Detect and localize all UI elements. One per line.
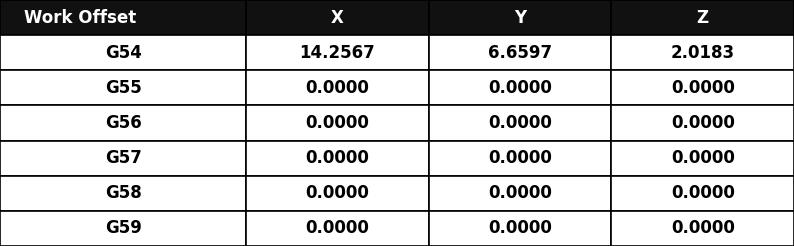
Text: 0.0000: 0.0000 — [306, 219, 369, 237]
Text: 0.0000: 0.0000 — [488, 79, 552, 97]
Bar — [429, 35, 611, 70]
Bar — [246, 176, 429, 211]
Bar — [0, 140, 246, 176]
Bar — [611, 0, 794, 35]
Text: Work Offset: Work Offset — [24, 9, 136, 27]
Text: X: X — [331, 9, 344, 27]
Text: 0.0000: 0.0000 — [488, 219, 552, 237]
Bar — [0, 106, 246, 140]
Bar — [0, 70, 246, 106]
Text: G57: G57 — [105, 149, 141, 167]
Bar — [611, 211, 794, 246]
Bar — [429, 70, 611, 106]
Text: 0.0000: 0.0000 — [488, 114, 552, 132]
Bar — [246, 35, 429, 70]
Bar — [611, 70, 794, 106]
Text: 14.2567: 14.2567 — [299, 44, 376, 62]
Text: G56: G56 — [105, 114, 141, 132]
Text: 0.0000: 0.0000 — [671, 184, 734, 202]
Text: Z: Z — [696, 9, 709, 27]
Bar — [429, 0, 611, 35]
Bar — [429, 140, 611, 176]
Bar — [611, 106, 794, 140]
Bar — [429, 176, 611, 211]
Bar — [0, 211, 246, 246]
Text: G55: G55 — [105, 79, 141, 97]
Text: 0.0000: 0.0000 — [671, 219, 734, 237]
Bar — [0, 176, 246, 211]
Text: 0.0000: 0.0000 — [306, 79, 369, 97]
Bar — [611, 176, 794, 211]
Bar — [246, 211, 429, 246]
Bar — [246, 106, 429, 140]
Text: Y: Y — [514, 9, 526, 27]
Text: 2.0183: 2.0183 — [671, 44, 734, 62]
Text: 0.0000: 0.0000 — [306, 149, 369, 167]
Bar — [246, 0, 429, 35]
Text: 0.0000: 0.0000 — [488, 184, 552, 202]
Bar — [0, 0, 246, 35]
Bar — [246, 140, 429, 176]
Text: 0.0000: 0.0000 — [306, 184, 369, 202]
Bar — [429, 106, 611, 140]
Text: 6.6597: 6.6597 — [488, 44, 552, 62]
Text: 0.0000: 0.0000 — [488, 149, 552, 167]
Text: G59: G59 — [105, 219, 141, 237]
Text: 0.0000: 0.0000 — [306, 114, 369, 132]
Text: 0.0000: 0.0000 — [671, 114, 734, 132]
Bar — [246, 70, 429, 106]
Text: 0.0000: 0.0000 — [671, 79, 734, 97]
Bar — [611, 140, 794, 176]
Bar — [0, 35, 246, 70]
Text: G54: G54 — [105, 44, 141, 62]
Bar — [429, 211, 611, 246]
Bar — [611, 35, 794, 70]
Text: 0.0000: 0.0000 — [671, 149, 734, 167]
Text: G58: G58 — [105, 184, 141, 202]
